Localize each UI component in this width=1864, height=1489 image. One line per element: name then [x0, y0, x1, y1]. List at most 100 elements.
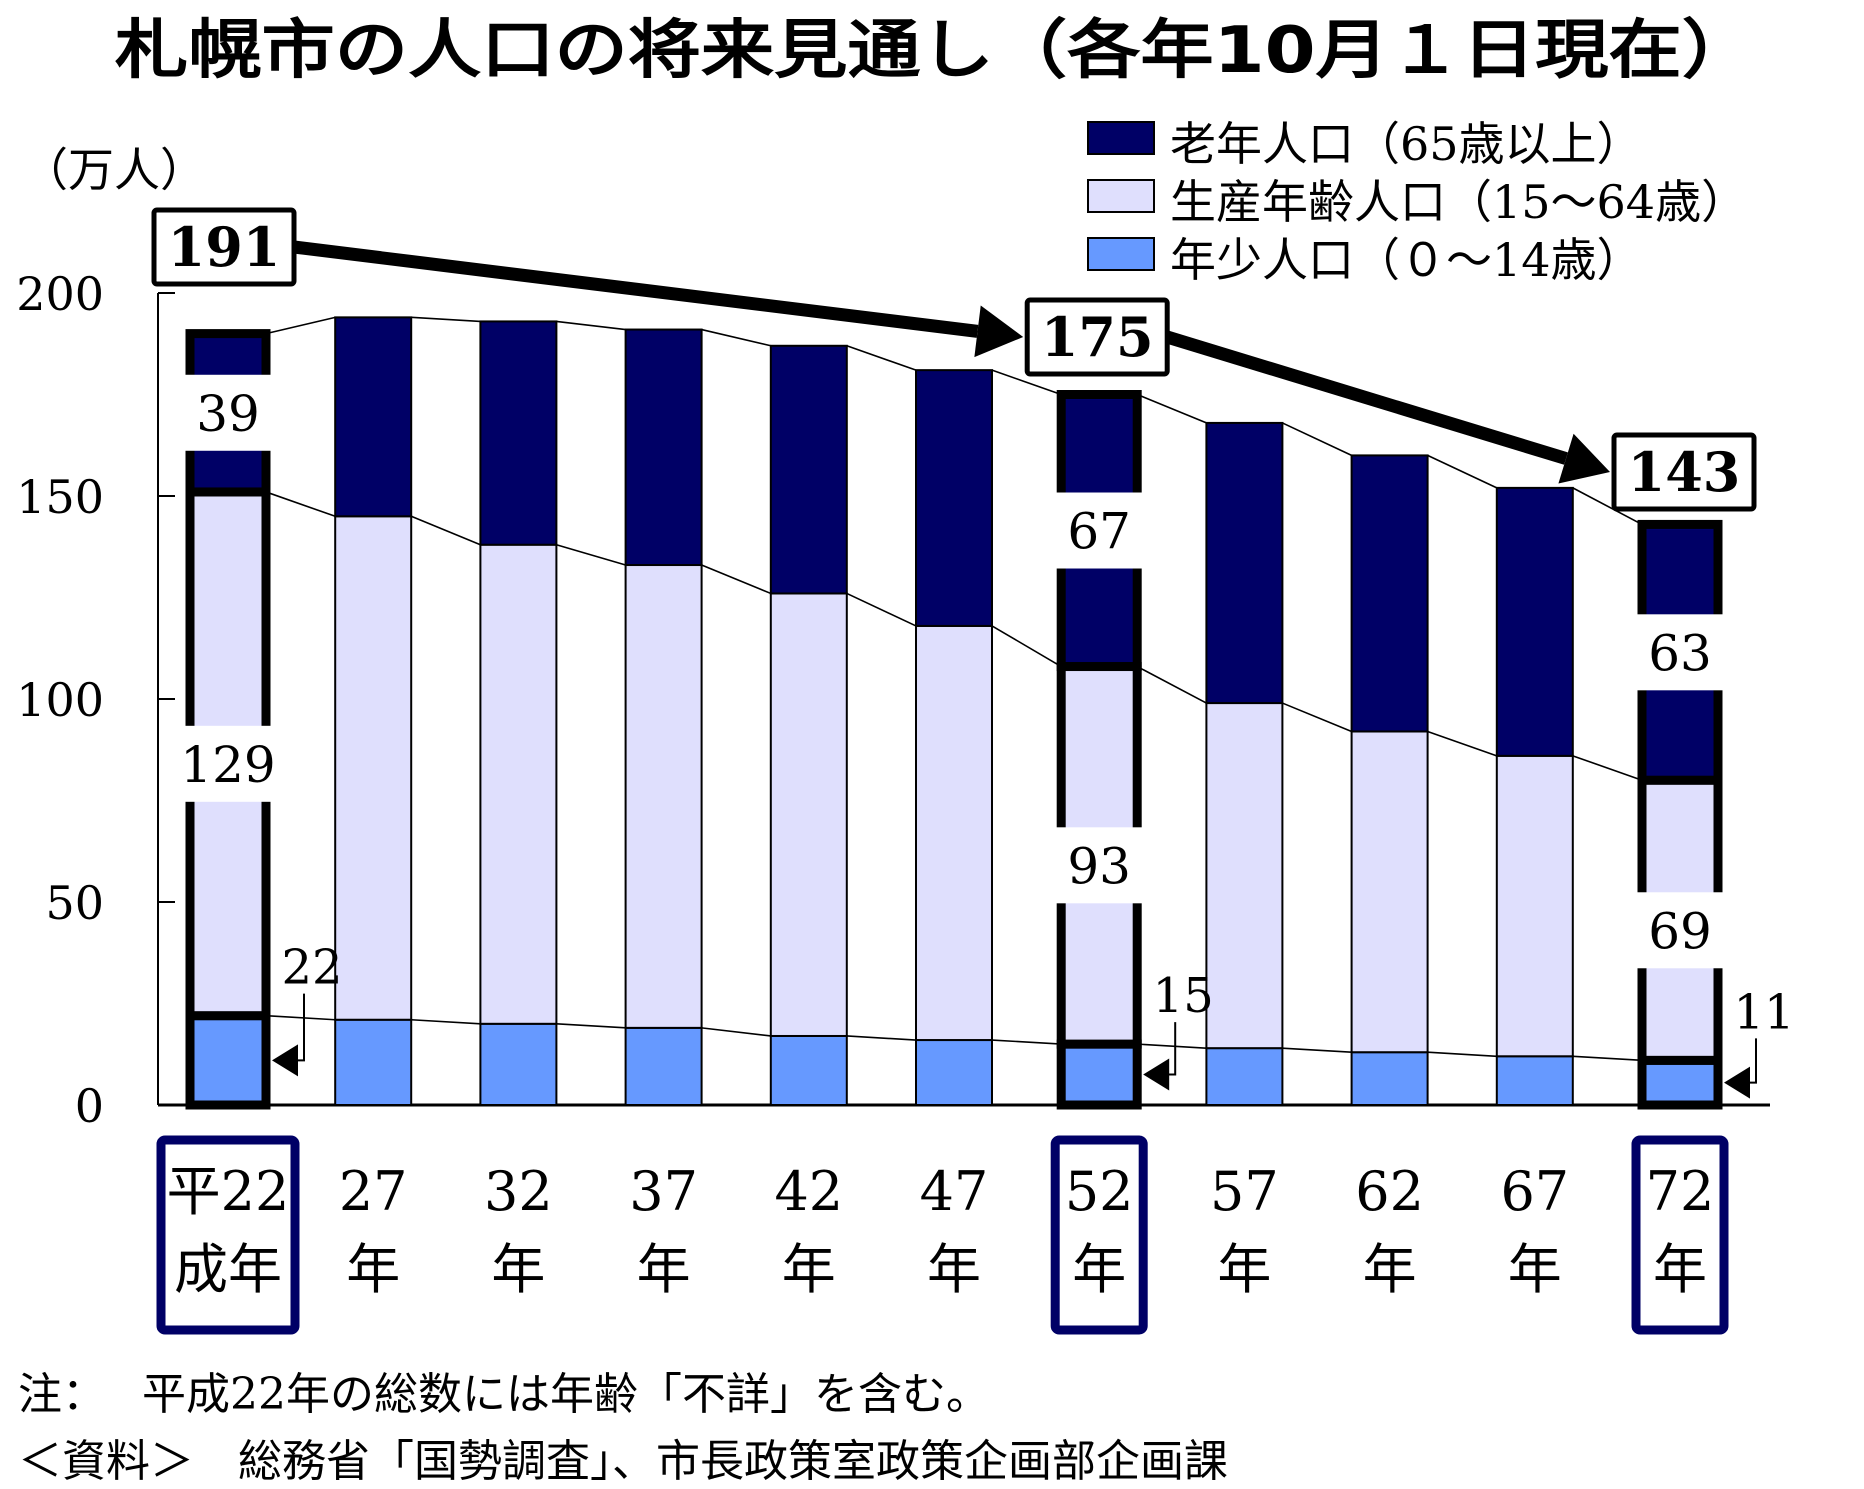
x-label-suffix: 年: [1653, 1238, 1707, 1301]
bar-segment-working: [769, 592, 848, 1037]
legend-swatch-old: [1087, 121, 1155, 155]
connector-young: [556, 1023, 626, 1029]
trend-arrow-shaft: [1165, 330, 1568, 465]
connector-young: [1137, 1043, 1207, 1049]
x-label-number: 57: [1210, 1160, 1279, 1223]
legend-label-old: 老年人口（65歳以上）: [1170, 117, 1643, 171]
y-axis-unit-label: （万人）: [22, 143, 206, 197]
bar-segment-old: [334, 316, 413, 518]
trend-arrow-shaft: [293, 240, 979, 338]
label-gap: [1053, 492, 1146, 569]
x-label-suffix: 年: [1363, 1238, 1417, 1301]
x-label-number: 67: [1500, 1160, 1569, 1223]
connector-old: [1572, 487, 1643, 526]
connector-young: [411, 1018, 481, 1025]
connector-young: [1282, 1047, 1352, 1054]
connector-young: [265, 1014, 336, 1021]
connector-young: [846, 1035, 917, 1041]
x-label-suffix: 年: [1508, 1238, 1562, 1301]
segment-label-old: 39: [196, 385, 260, 443]
segment-label-old: 67: [1067, 503, 1131, 561]
bar-segment-old: [624, 328, 703, 567]
bar-segment-working: [1205, 702, 1284, 1050]
segment-label-old: 63: [1648, 624, 1712, 682]
bar-segment-old: [479, 320, 558, 546]
bar-segment-young: [1637, 1055, 1723, 1110]
connector-young: [1427, 1051, 1497, 1058]
x-label-number: 27: [339, 1160, 408, 1223]
bar-segment-old: [1495, 486, 1574, 757]
x-label-number: 52: [1065, 1160, 1134, 1223]
connector-working: [1282, 702, 1352, 733]
annotations: 22 15 11 191 175 143: [151, 207, 1795, 1099]
bar-segment-young: [1495, 1055, 1574, 1107]
label-gap: [1634, 892, 1726, 969]
bar-segment-working: [479, 543, 558, 1025]
young-callout-arrowhead: [1724, 1066, 1750, 1099]
segment-label-working: 129: [180, 736, 275, 794]
source-note: ＜資料＞ 総務省「国勢調査」、市長政策室政策企画部企画課: [18, 1436, 1228, 1487]
x-label-number: 72: [1646, 1160, 1715, 1223]
bar-segment-young: [1056, 1039, 1142, 1110]
connector-working: [1427, 730, 1498, 757]
connector-working: [556, 543, 626, 566]
connector-working: [410, 515, 481, 546]
x-label-suffix: 年: [491, 1238, 545, 1301]
x-label-suffix: 年: [782, 1238, 836, 1301]
bar-segment-young: [1205, 1047, 1284, 1107]
bar-segment-working: [624, 564, 703, 1029]
x-label-suffix: 年: [1072, 1238, 1126, 1301]
label-gap: [1053, 827, 1146, 904]
bar-segment-young: [769, 1034, 848, 1106]
highlight-box: [1631, 1135, 1729, 1335]
trend-arrow-head: [1558, 433, 1610, 484]
legend-swatch-young: [1087, 237, 1155, 271]
bar-segment-young: [479, 1022, 558, 1106]
x-label-number: 47: [920, 1160, 989, 1223]
total-label: 175: [1041, 305, 1154, 369]
highlight-box: [156, 1135, 300, 1335]
connector-working: [846, 592, 917, 627]
bar-segment-young: [334, 1018, 413, 1106]
connector-old: [1427, 454, 1498, 489]
y-tick-label: 50: [45, 876, 104, 930]
x-label-suffix: 年: [346, 1238, 400, 1301]
connector-old: [991, 369, 1062, 396]
footnote: 注： 平成22年の総数には年齢「不詳」を含む。: [18, 1369, 990, 1420]
segment-label-working: 69: [1648, 902, 1712, 960]
y-tick-label: 100: [16, 673, 104, 727]
total-box: [1611, 432, 1757, 512]
connector-old: [265, 316, 336, 335]
legend-label-working: 生産年齢人口（15～64歳）: [1170, 175, 1747, 229]
x-label-suffix: 年: [1217, 1238, 1271, 1301]
connector-old: [1136, 393, 1207, 424]
label-gap: [182, 374, 274, 451]
segment-label-young: 22: [281, 940, 342, 996]
connector-young: [1572, 1055, 1643, 1062]
legend: 老年人口（65歳以上） 生産年齢人口（15～64歳） 年少人口（０～14歳）: [1087, 117, 1747, 287]
legend-swatch-working: [1087, 179, 1155, 213]
bar-segment-old: [1205, 421, 1284, 705]
connector-working: [991, 625, 1062, 668]
connector-old: [1282, 422, 1352, 457]
bar-segment-working: [334, 515, 413, 1021]
total-label: 143: [1628, 440, 1741, 504]
y-tick-label: 200: [16, 267, 104, 321]
young-callout-leader: [1748, 1038, 1757, 1084]
bar-segment-old: [915, 369, 993, 627]
chart-title: 札幌市の人口の将来見通し（各年10月１日現在）: [115, 14, 1755, 88]
x-label-number: 37: [629, 1160, 698, 1223]
young-callout-leader: [296, 993, 305, 1062]
bar-segment-old: [1350, 454, 1429, 733]
segment-label-working: 93: [1067, 837, 1131, 895]
young-callout-leader: [1167, 1022, 1177, 1076]
connector-young: [991, 1039, 1062, 1045]
segment-label-young: 11: [1733, 984, 1794, 1040]
y-tick-label: 0: [75, 1079, 104, 1133]
total-label: 191: [168, 215, 281, 279]
x-label-suffix: 年: [927, 1238, 981, 1301]
bar-segment-working: [1350, 730, 1429, 1054]
bar-segment-working: [915, 624, 993, 1042]
bars: 39 129 67 93 63 69: [180, 316, 1726, 1110]
